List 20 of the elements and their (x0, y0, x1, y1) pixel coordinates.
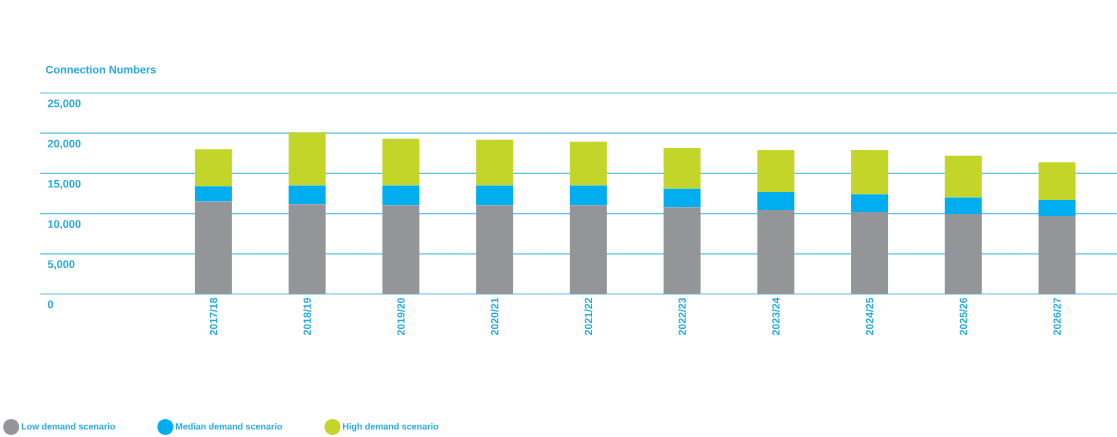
y-tick-label: 20,000 (47, 139, 81, 150)
y-tick-label: 25,000 (47, 99, 81, 109)
x-tick-label: 2019/20 (396, 297, 405, 335)
chart-title: Connection Numbers (45, 65, 156, 74)
legend-label: High demand scenario (343, 423, 439, 432)
x-tick-label: 2022/23 (678, 297, 686, 335)
x-tick-label: 2021/22 (584, 297, 593, 335)
x-tick-label: 2017/18 (209, 297, 218, 335)
x-tick-label: 2026/27 (1053, 297, 1061, 335)
y-tick-label: 0 (47, 300, 54, 309)
y-tick-label: 5,000 (47, 260, 75, 270)
x-tick-label: 2024/25 (865, 297, 874, 335)
x-tick-label: 2018/19 (303, 297, 312, 335)
y-tick-label: 10,000 (48, 220, 81, 230)
x-tick-label: 2023/24 (771, 297, 780, 335)
legend-label: Low demand scenario (21, 423, 115, 430)
x-tick-label: 2020/21 (490, 297, 499, 335)
legend-label: Median demand scenario (175, 423, 283, 430)
y-tick-label: 15,000 (48, 179, 81, 190)
x-tick-label: 2025/26 (959, 297, 968, 335)
